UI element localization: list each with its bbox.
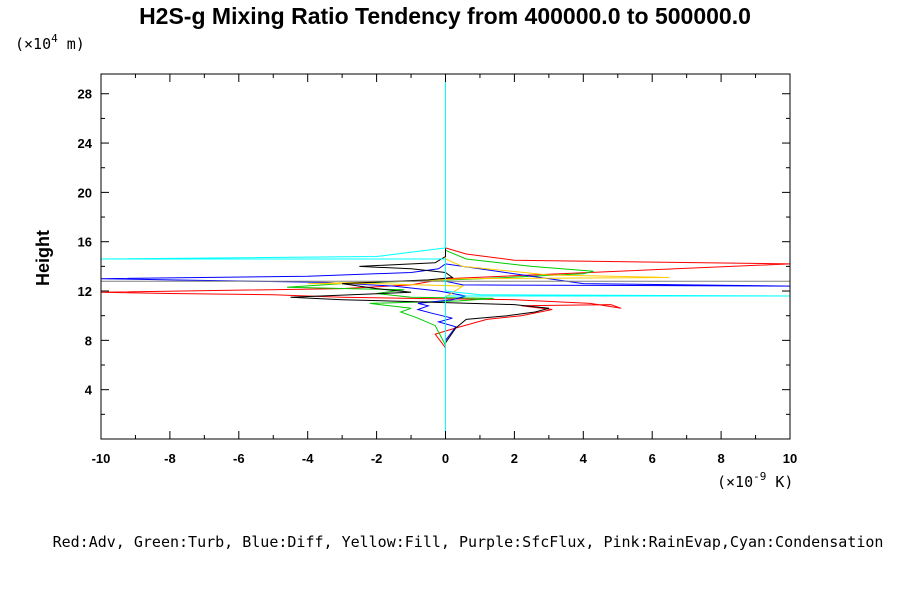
- y-axis-unit: (×104 m): [15, 32, 85, 53]
- x-unit-prefix: (×10: [717, 473, 753, 491]
- x-axis-unit: (×10-9 K): [717, 470, 793, 491]
- x-tick-label: -2: [371, 451, 383, 466]
- legend-text: Red:Adv, Green:Turb, Blue:Diff, Yellow:F…: [53, 533, 884, 551]
- y-tick-label: 8: [85, 333, 92, 348]
- plot-lines: [100, 74, 791, 439]
- y-axis-label: Height: [33, 230, 53, 286]
- series-line-1: [286, 74, 594, 439]
- y-tick-label: 24: [78, 136, 93, 151]
- series-line-3: [307, 74, 670, 439]
- y-unit-suffix: m): [58, 35, 85, 53]
- series-line-2: [100, 74, 791, 439]
- tick-marks: [100, 74, 791, 439]
- x-unit-suffix: K): [766, 473, 793, 491]
- y-tick-label: 4: [85, 383, 93, 398]
- y-tick-label: 16: [78, 235, 92, 250]
- x-unit-exponent: -9: [753, 470, 766, 483]
- y-tick-label: 20: [78, 185, 92, 200]
- series-line-6: [100, 74, 791, 439]
- x-tick-label: 6: [649, 451, 656, 466]
- chart-title: H2S-g Mixing Ratio Tendency from 400000.…: [139, 3, 751, 29]
- y-tick-label: 12: [78, 284, 92, 299]
- x-tick-label: 2: [511, 451, 518, 466]
- y-tick-label: 28: [78, 87, 92, 102]
- x-tick-label: -10: [92, 451, 111, 466]
- x-tick-label: -4: [302, 451, 314, 466]
- series-line-4: [290, 74, 550, 439]
- x-tick-label: 4: [580, 451, 588, 466]
- y-tick-labels: 4 8 12 16 20 24 28: [78, 87, 93, 398]
- x-tick-label: -8: [164, 451, 176, 466]
- x-tick-labels: -10 -8 -6 -4 -2 0 2 4 6 8 10: [92, 451, 798, 466]
- x-tick-label: 10: [783, 451, 797, 466]
- x-tick-label: 0: [442, 451, 449, 466]
- x-tick-label: -6: [233, 451, 245, 466]
- y-unit-exponent: 4: [51, 32, 58, 45]
- y-unit-prefix: (×10: [15, 35, 51, 53]
- x-tick-label: 8: [717, 451, 724, 466]
